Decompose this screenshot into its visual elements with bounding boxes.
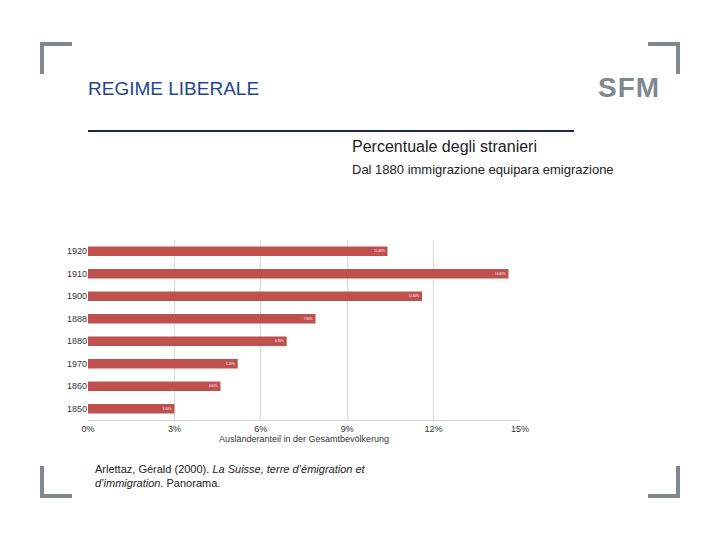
svg-text:4.60%: 4.60% — [209, 384, 218, 388]
svg-text:9%: 9% — [341, 424, 354, 434]
html-text:Arlettaz, Gérald (2000). La Su: Arlettaz, Gérald (2000). La Suisse, terr… — [95, 463, 365, 489]
svg-text:6.90%: 6.90% — [275, 339, 284, 343]
svg-text:1970: 1970 — [67, 359, 87, 369]
svg-text:1900: 1900 — [67, 291, 87, 301]
svg-text:10.40%: 10.40% — [374, 249, 385, 253]
html-text:Dal 1880 immigrazione equipara: Dal 1880 immigrazione equipara emigrazio… — [352, 162, 614, 177]
html-text:Percentuale degli stranieri: Percentuale degli stranieri — [352, 138, 537, 155]
svg-text:6%: 6% — [254, 424, 267, 434]
svg-text:14.60%: 14.60% — [495, 272, 506, 276]
svg-text:1880: 1880 — [67, 336, 87, 346]
html-text:REGIME LIBERALE: REGIME LIBERALE — [88, 78, 260, 99]
svg-text:15%: 15% — [511, 424, 529, 434]
html-text:SFM: SFM — [598, 72, 661, 103]
svg-text:1920: 1920 — [67, 246, 87, 256]
svg-text:1888: 1888 — [67, 314, 87, 324]
svg-text:5.20%: 5.20% — [226, 362, 235, 366]
svg-text:1910: 1910 — [67, 269, 87, 279]
svg-text:1860: 1860 — [67, 381, 87, 391]
svg-text:11.60%: 11.60% — [409, 294, 419, 298]
svg-text:7.90%: 7.90% — [304, 317, 313, 321]
svg-text:Ausländeranteil in der Gesamtb: Ausländeranteil in der Gesamtbevölkerung — [219, 434, 389, 444]
svg-text:12%: 12% — [425, 424, 443, 434]
svg-text:0%: 0% — [81, 424, 94, 434]
svg-text:1850: 1850 — [67, 404, 87, 414]
svg-text:3.00%: 3.00% — [163, 407, 172, 411]
svg-text:3%: 3% — [168, 424, 181, 434]
